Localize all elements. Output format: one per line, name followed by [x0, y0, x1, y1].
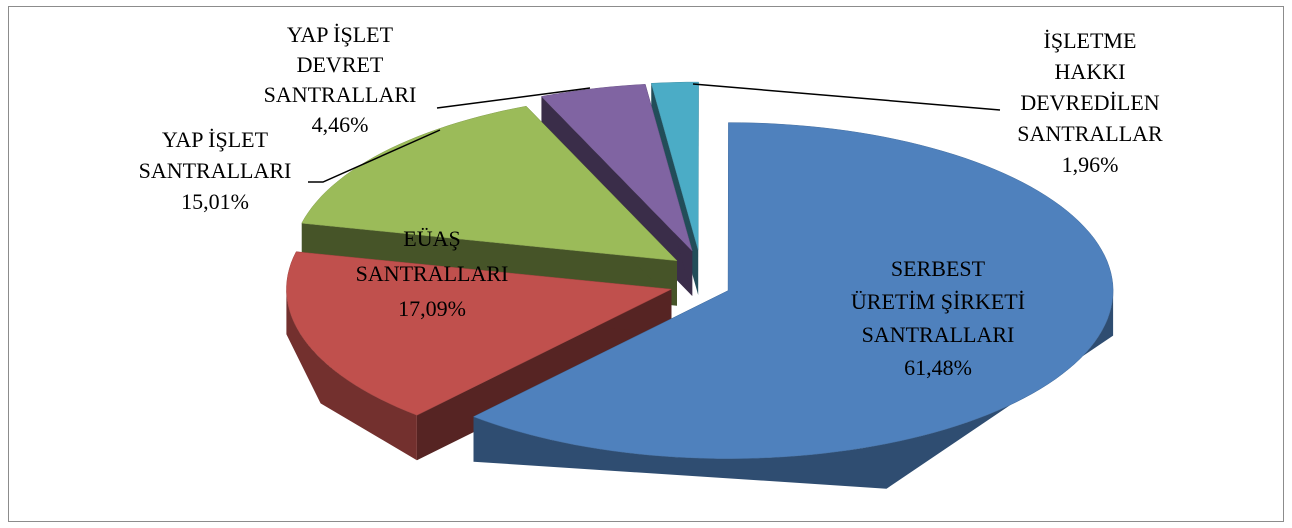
value-label: 15,01% [181, 189, 249, 214]
leader-line [692, 83, 1001, 111]
category-label: YAP İŞLET SANTRALLARI [139, 127, 292, 183]
leader-line [308, 129, 441, 183]
leader-line [436, 87, 591, 109]
category-label: EÜAŞ SANTRALLARI [356, 226, 509, 286]
slice [650, 81, 699, 251]
slice-wall [286, 289, 417, 461]
slice [472, 122, 1114, 459]
slice [301, 105, 678, 262]
category-label: YAP İŞLET DEVRET SANTRALLARI [264, 22, 417, 107]
slice-wall [473, 290, 1114, 489]
value-label: 4,46% [312, 112, 369, 137]
value-label: 61,48% [904, 355, 972, 380]
category-label: İŞLETME HAKKI DEVREDİLEN SANTRALLAR [1017, 28, 1163, 146]
slice [286, 251, 673, 416]
value-label: 1,96% [1062, 152, 1119, 177]
slice [540, 84, 693, 252]
category-label: SERBEST ÜRETİM ŞİRKETİ SANTRALLARI [851, 256, 1025, 347]
value-label: 17,09% [398, 296, 466, 321]
